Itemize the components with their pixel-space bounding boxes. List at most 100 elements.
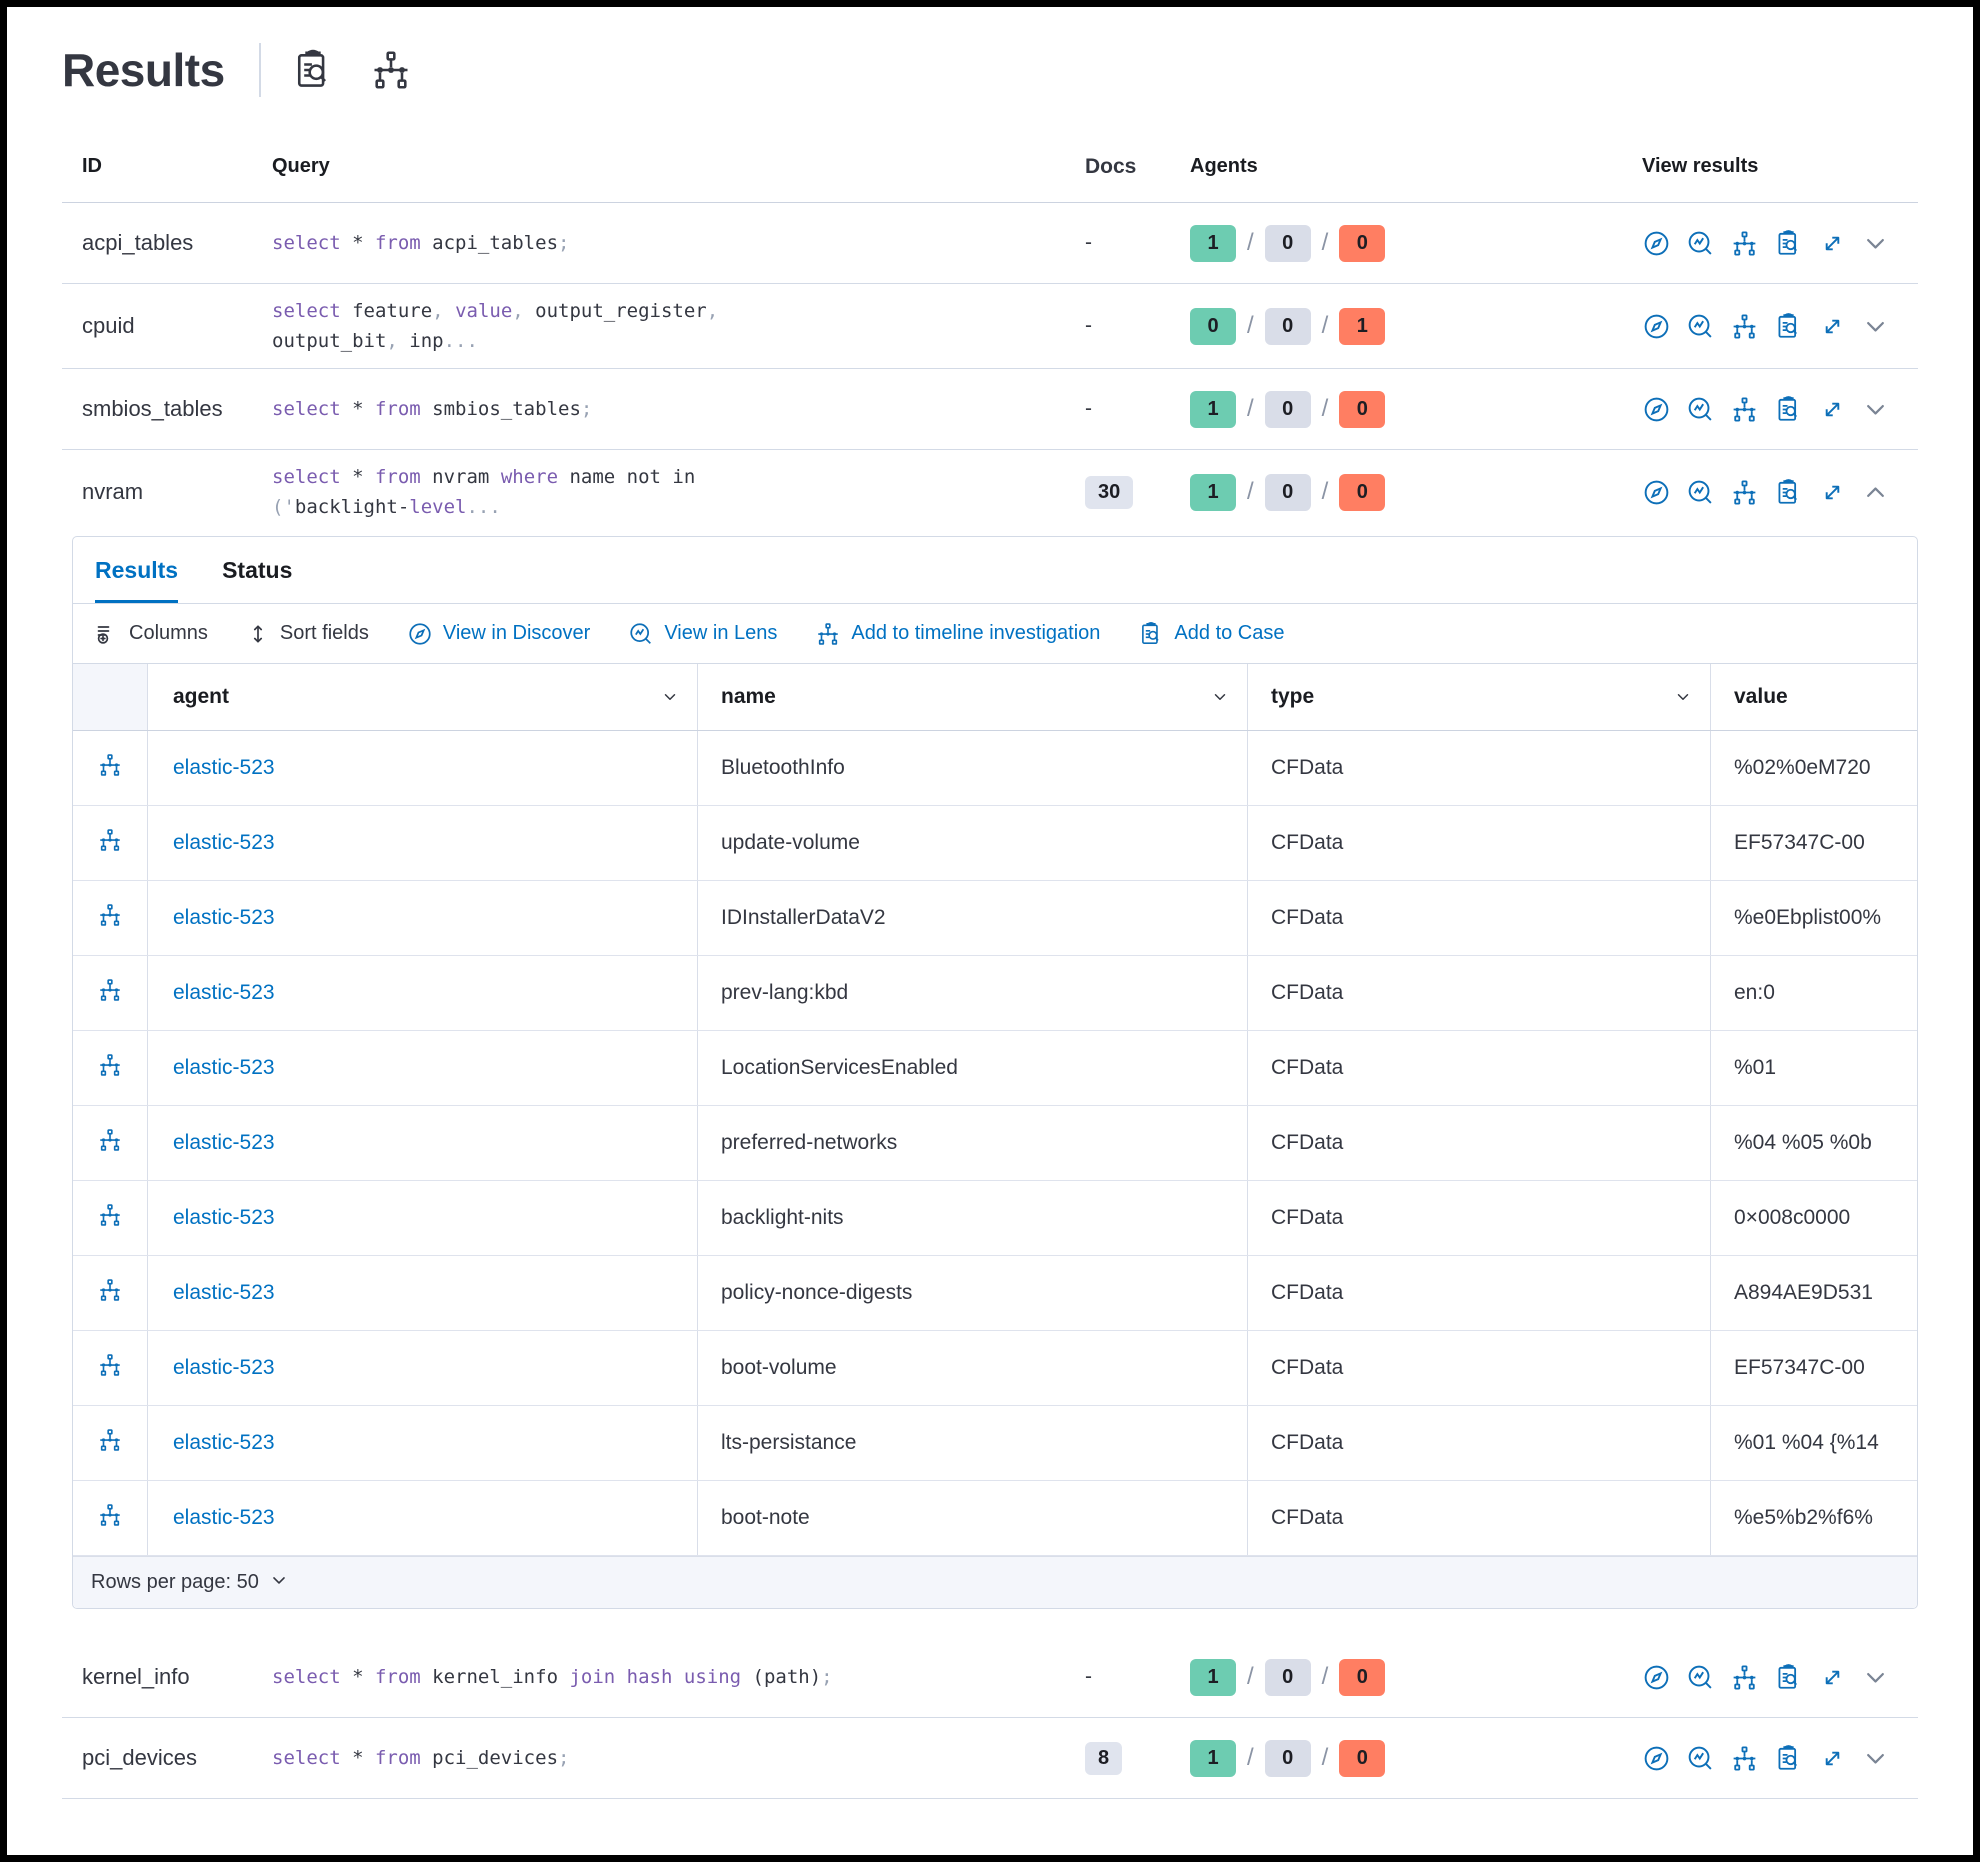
agent-link[interactable]: elastic-523 xyxy=(173,831,275,854)
agent-link[interactable]: elastic-523 xyxy=(173,1206,275,1229)
query-row: nvram select * from nvram where name not… xyxy=(62,450,1918,1609)
expand-results-icon[interactable] xyxy=(1818,229,1847,258)
add-to-timeline-button[interactable]: Add to timeline investigation xyxy=(815,621,1100,647)
add-to-timeline-icon[interactable] xyxy=(97,1127,123,1159)
agent-link[interactable]: elastic-523 xyxy=(173,1431,275,1454)
value-cell: en:0 xyxy=(1734,981,1775,1004)
row-expand-chevron[interactable] xyxy=(1862,1745,1889,1772)
query-row: pci_devices select * from pci_devices; 8… xyxy=(62,1718,1918,1799)
view-in-lens-icon[interactable] xyxy=(1686,1744,1715,1773)
packs-icon[interactable] xyxy=(369,48,413,92)
add-to-case-button[interactable]: Add to Case xyxy=(1138,621,1285,647)
add-to-timeline-icon[interactable] xyxy=(97,1202,123,1234)
agent-link[interactable]: elastic-523 xyxy=(173,906,275,929)
toolbar-item-label: Columns xyxy=(129,622,208,644)
columns-button[interactable]: Columns xyxy=(95,622,208,646)
agents-ok-badge: 1 xyxy=(1190,1739,1236,1777)
add-to-timeline-icon[interactable] xyxy=(97,752,123,784)
agents-separator: / xyxy=(1247,1663,1254,1690)
add-to-timeline-icon[interactable] xyxy=(1730,478,1759,507)
view-in-lens-icon[interactable] xyxy=(1686,478,1715,507)
grid-header-type[interactable]: type xyxy=(1248,664,1711,730)
add-to-timeline-icon[interactable] xyxy=(1730,312,1759,341)
toolbar-item-label: Add to timeline investigation xyxy=(851,622,1101,644)
value-cell: 0×008c0000 xyxy=(1734,1206,1851,1229)
add-to-timeline-icon[interactable] xyxy=(1730,1663,1759,1692)
view-in-discover-icon[interactable] xyxy=(1642,229,1671,258)
chevron-down-icon[interactable] xyxy=(661,688,679,706)
page-header: Results xyxy=(62,35,1918,97)
agents-fail-badge: 1 xyxy=(1339,307,1386,345)
agent-link[interactable]: elastic-523 xyxy=(173,756,275,779)
add-to-case-icon[interactable] xyxy=(1774,478,1803,507)
agent-link[interactable]: elastic-523 xyxy=(173,1281,275,1304)
add-to-timeline-icon[interactable] xyxy=(97,1427,123,1459)
grid-header-agent[interactable]: agent xyxy=(148,664,698,730)
docs-count: - xyxy=(1085,397,1092,420)
row-expand-chevron[interactable] xyxy=(1862,396,1889,423)
grid-header-name[interactable]: name xyxy=(698,664,1248,730)
view-in-discover-icon[interactable] xyxy=(1642,395,1671,424)
panel-tabs: Results Status xyxy=(73,537,1917,604)
view-in-lens-icon[interactable] xyxy=(1686,312,1715,341)
value-cell: %02%0eM720 xyxy=(1734,756,1871,779)
row-expand-chevron[interactable] xyxy=(1862,1664,1889,1691)
view-in-lens-icon[interactable] xyxy=(1686,1663,1715,1692)
grid-header-value[interactable]: value xyxy=(1734,685,1788,708)
add-to-case-icon[interactable] xyxy=(1774,1744,1803,1773)
add-to-timeline-icon[interactable] xyxy=(97,902,123,934)
add-to-timeline-icon[interactable] xyxy=(97,1277,123,1309)
agents-mid-badge: 0 xyxy=(1264,224,1311,262)
agent-link[interactable]: elastic-523 xyxy=(173,1506,275,1529)
add-to-timeline-icon[interactable] xyxy=(97,977,123,1009)
nvram-name-cell: policy-nonce-digests xyxy=(698,1256,1248,1330)
saved-queries-icon[interactable] xyxy=(291,48,335,92)
add-to-case-icon[interactable] xyxy=(1774,395,1803,424)
view-in-discover-icon[interactable] xyxy=(1642,1744,1671,1773)
column-header-agents: Agents xyxy=(1190,155,1258,177)
view-in-discover-icon[interactable] xyxy=(1642,312,1671,341)
view-in-discover-link[interactable]: View in Discover xyxy=(407,621,590,647)
tab-results[interactable]: Results xyxy=(95,557,179,603)
view-in-lens-link[interactable]: View in Lens xyxy=(628,621,777,647)
add-to-case-icon[interactable] xyxy=(1774,1663,1803,1692)
add-to-case-icon[interactable] xyxy=(1774,229,1803,258)
expand-results-icon[interactable] xyxy=(1818,312,1847,341)
add-to-timeline-icon[interactable] xyxy=(1730,1744,1759,1773)
expand-results-icon[interactable] xyxy=(1818,1663,1847,1692)
row-expand-chevron[interactable] xyxy=(1862,313,1889,340)
chevron-down-icon[interactable] xyxy=(1674,688,1692,706)
agent-link[interactable]: elastic-523 xyxy=(173,981,275,1004)
add-to-timeline-icon[interactable] xyxy=(97,1352,123,1384)
value-cell: A894AE9D531 xyxy=(1734,1281,1873,1304)
add-to-timeline-icon[interactable] xyxy=(1730,229,1759,258)
query-sql: select * from acpi_tables; xyxy=(272,232,570,254)
row-expand-chevron[interactable] xyxy=(1862,479,1889,506)
toolbar-item-label: Add to Case xyxy=(1174,622,1285,644)
chevron-down-icon[interactable] xyxy=(269,1570,289,1596)
view-in-discover-icon[interactable] xyxy=(1642,1663,1671,1692)
agent-link[interactable]: elastic-523 xyxy=(173,1131,275,1154)
add-to-timeline-icon[interactable] xyxy=(97,1052,123,1084)
add-to-case-icon[interactable] xyxy=(1774,312,1803,341)
rows-per-page-control[interactable]: Rows per page: 50 xyxy=(91,1571,259,1593)
view-in-lens-icon[interactable] xyxy=(1686,229,1715,258)
results-grid-header: agent name type value xyxy=(73,664,1917,731)
tab-status[interactable]: Status xyxy=(222,557,293,583)
agents-ok-badge: 1 xyxy=(1190,390,1236,428)
sort-fields-button[interactable]: Sort fields xyxy=(246,622,369,646)
add-to-timeline-icon[interactable] xyxy=(1730,395,1759,424)
add-to-timeline-icon[interactable] xyxy=(97,827,123,859)
results-grid: agent name type value xyxy=(73,664,1917,1556)
add-to-timeline-icon[interactable] xyxy=(97,1502,123,1534)
expand-results-icon[interactable] xyxy=(1818,478,1847,507)
view-in-discover-icon[interactable] xyxy=(1642,478,1671,507)
expand-results-icon[interactable] xyxy=(1818,1744,1847,1773)
chevron-down-icon[interactable] xyxy=(1211,688,1229,706)
expand-results-icon[interactable] xyxy=(1818,395,1847,424)
agent-link[interactable]: elastic-523 xyxy=(173,1056,275,1079)
view-in-lens-icon[interactable] xyxy=(1686,395,1715,424)
agent-link[interactable]: elastic-523 xyxy=(173,1356,275,1379)
agents-status: 0 / 0 / 1 xyxy=(1172,307,1622,345)
row-expand-chevron[interactable] xyxy=(1862,230,1889,257)
